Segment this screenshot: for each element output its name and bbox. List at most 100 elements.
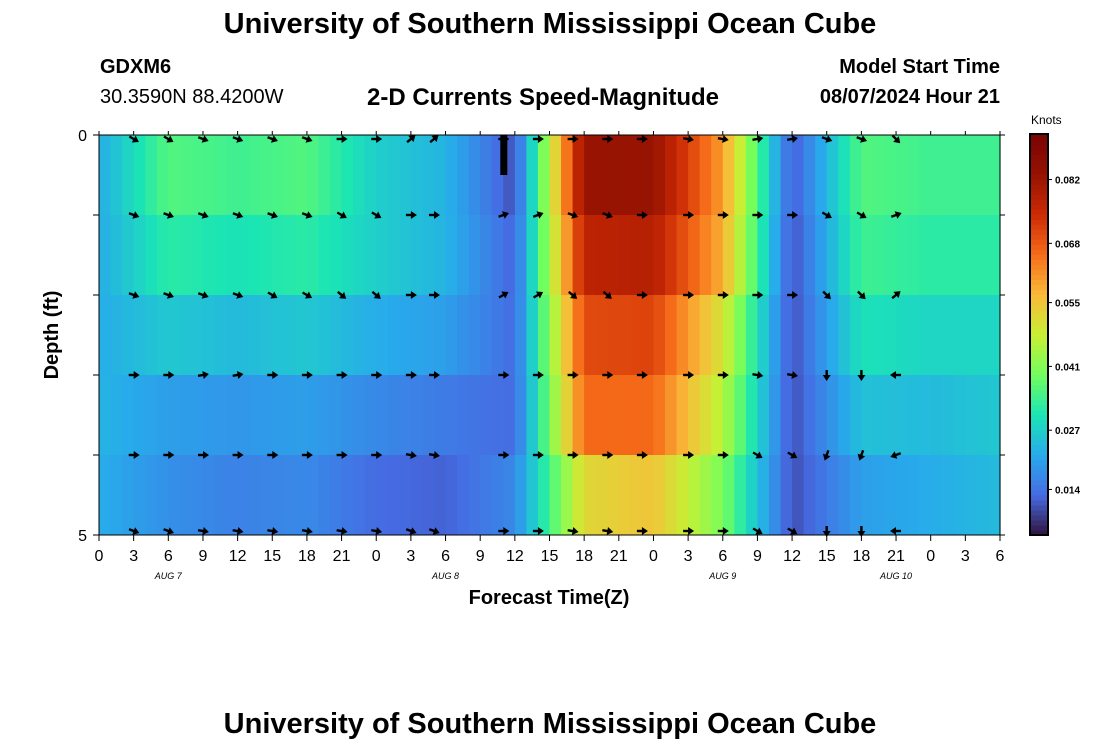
heatmap-cell xyxy=(99,295,112,376)
heatmap-cell xyxy=(318,215,331,296)
heatmap-cell xyxy=(872,375,886,456)
heatmap-cell xyxy=(572,375,585,456)
heatmap-cell xyxy=(561,455,574,536)
heatmap-cell xyxy=(433,455,447,536)
colorbar-segment xyxy=(1030,149,1048,155)
heatmap-cell xyxy=(688,215,701,296)
heatmap-cell xyxy=(688,375,701,456)
heatmap-cell xyxy=(306,215,320,296)
heatmap-cell xyxy=(249,375,262,456)
heatmap-cell xyxy=(202,455,216,536)
heatmap-cell xyxy=(214,215,227,296)
heatmap-cell xyxy=(861,455,874,536)
x-tick-label: 6 xyxy=(164,548,173,565)
heatmap-cell xyxy=(965,455,978,536)
heatmap-cell xyxy=(930,295,943,376)
heatmap-cell xyxy=(295,135,308,216)
heatmap-cell xyxy=(122,135,135,216)
current-arrow xyxy=(683,527,695,535)
heatmap-cell xyxy=(988,135,1001,216)
heatmap-cell xyxy=(445,295,458,376)
heatmap-cell xyxy=(641,375,655,456)
colorbar-segment xyxy=(1030,524,1048,531)
colorbar-segment xyxy=(1030,484,1048,491)
heatmap-cell xyxy=(872,455,886,536)
heatmap-cell xyxy=(122,295,135,376)
heatmap-cell xyxy=(561,295,574,376)
heatmap-cell xyxy=(457,135,470,216)
heatmap-cell xyxy=(526,455,539,536)
colorbar-segment xyxy=(1030,469,1048,476)
heatmap-cell xyxy=(433,215,447,296)
heatmap-cell xyxy=(318,295,331,376)
heatmap-cell xyxy=(884,295,897,376)
current-arrow xyxy=(428,451,440,459)
colorbar-segment xyxy=(1030,444,1048,451)
heatmap-cell xyxy=(99,455,112,536)
heatmap-cell xyxy=(214,295,227,376)
current-arrow xyxy=(163,291,174,299)
x-tick-label: 0 xyxy=(649,548,658,565)
current-arrow xyxy=(371,290,381,299)
current-arrow xyxy=(163,527,174,535)
current-arrow xyxy=(232,135,244,143)
colorbar-segment xyxy=(1030,194,1048,200)
current-arrow xyxy=(567,211,579,219)
heatmap-cell xyxy=(768,295,782,376)
heatmap-cell xyxy=(468,135,481,216)
heatmap-cell xyxy=(953,215,966,296)
current-arrow xyxy=(267,451,279,459)
current-arrow xyxy=(197,211,209,219)
heatmap-cell xyxy=(260,375,273,456)
heatmap-cell xyxy=(699,375,712,456)
colorbar-segment xyxy=(1030,329,1048,336)
heatmap-cell xyxy=(595,215,608,296)
heatmap-cell xyxy=(780,135,793,216)
heatmap-cell xyxy=(457,215,470,296)
heatmap-cell xyxy=(145,215,158,296)
heatmap-cell xyxy=(202,295,216,376)
heatmap-cell xyxy=(491,375,504,456)
heatmap-cell xyxy=(537,375,551,456)
current-arrow xyxy=(405,527,417,535)
heatmap-cell xyxy=(584,455,597,536)
heatmap-cell xyxy=(364,215,377,296)
heatmap-cell xyxy=(861,135,874,216)
heatmap-cell xyxy=(514,295,527,376)
colorbar-segment xyxy=(1030,529,1048,536)
colorbar-segment xyxy=(1030,214,1048,220)
heatmap-cell xyxy=(537,135,551,216)
current-arrow xyxy=(857,290,866,300)
heatmap-cell xyxy=(907,135,920,216)
x-tick-label: 18 xyxy=(298,548,316,565)
x-tick-label: 21 xyxy=(887,548,905,565)
y-axis-label: Depth (ft) xyxy=(41,291,63,380)
colorbar-segment xyxy=(1030,379,1048,386)
heatmap-cell xyxy=(237,135,250,216)
heatmap-cell xyxy=(676,375,689,456)
current-arrow xyxy=(267,211,278,219)
heatmap-cell xyxy=(953,375,966,456)
heatmap-cell xyxy=(688,295,701,376)
colorbar-segment xyxy=(1030,224,1048,230)
heatmap-cell xyxy=(907,455,920,536)
current-arrow xyxy=(717,527,729,535)
heatmap-cell xyxy=(930,455,943,536)
colorbar-segment xyxy=(1030,369,1048,376)
current-arrow xyxy=(822,526,831,537)
current-arrow xyxy=(890,211,902,219)
heatmap-cell xyxy=(688,455,701,536)
heatmap-cell xyxy=(468,375,481,456)
heatmap-cell xyxy=(768,375,782,456)
heatmap-cell xyxy=(480,455,493,536)
current-arrow xyxy=(532,527,544,535)
current-arrow xyxy=(717,211,729,219)
current-arrow xyxy=(822,290,831,300)
heatmap-cell xyxy=(896,295,909,376)
heatmap-cell xyxy=(410,215,424,296)
colorbar-segment xyxy=(1030,519,1048,526)
heatmap-cell xyxy=(930,135,943,216)
heatmap-cell xyxy=(699,215,712,296)
heatmap-cell xyxy=(896,215,909,296)
current-arrow xyxy=(301,451,313,459)
